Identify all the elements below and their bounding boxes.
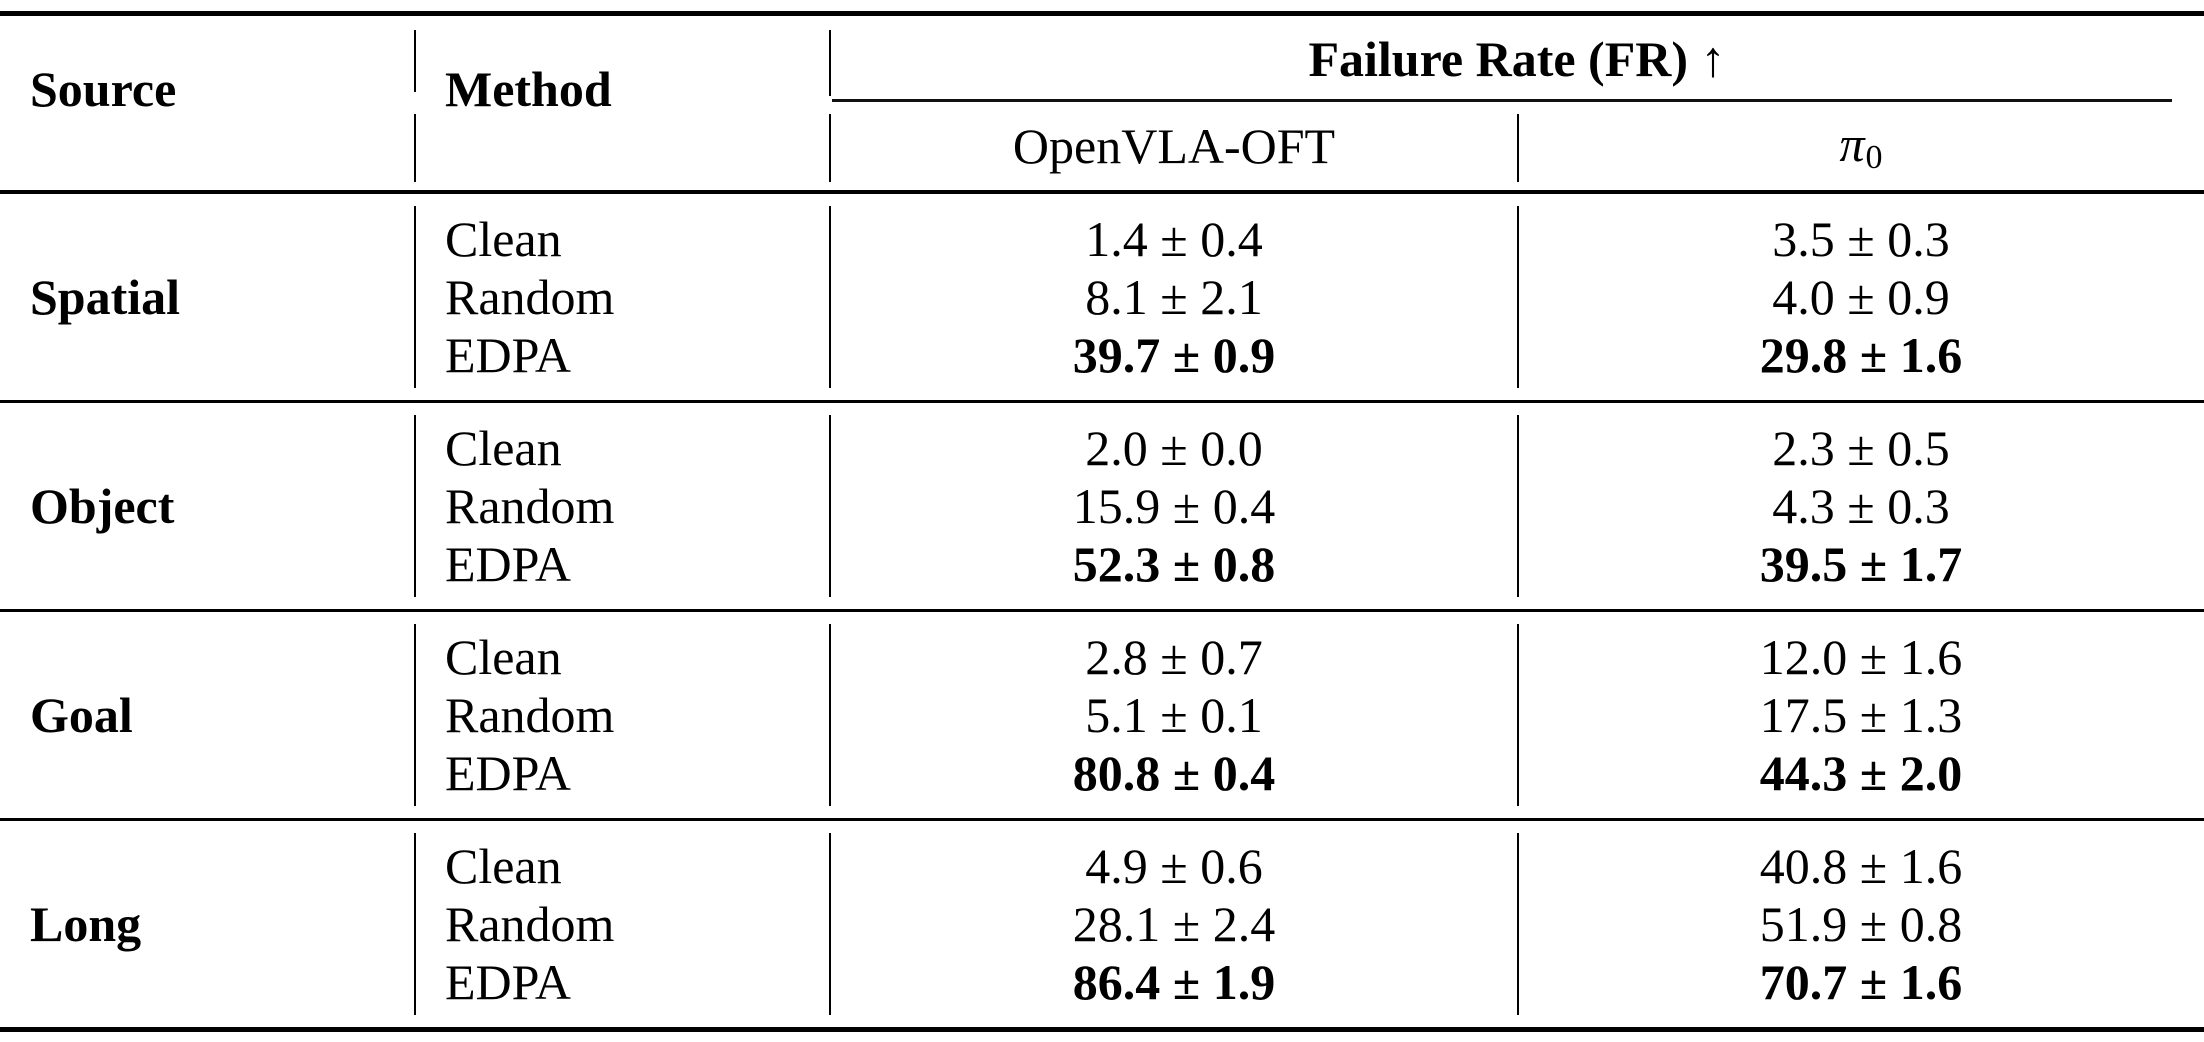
value-cell: 5.1 ± 0.1 (1085, 687, 1263, 743)
v-divider (414, 624, 416, 806)
method-cell: Random (445, 269, 615, 325)
col-header-openvla-oft: OpenVLA-OFT (830, 102, 1518, 190)
section-object: Object Clean Random EDPA 2.0 ± 0.0 15.9 … (0, 403, 2204, 609)
method-column: Clean Random EDPA (415, 821, 830, 1027)
value-cell: 28.1 ± 2.4 (1072, 896, 1276, 952)
openvla-oft-values: 2.8 ± 0.7 5.1 ± 0.1 80.8 ± 0.4 (830, 612, 1518, 818)
failure-rate-group-underline (832, 99, 2172, 102)
openvla-oft-label: OpenVLA-OFT (1012, 118, 1336, 174)
source-label: Goal (30, 687, 133, 743)
v-divider (414, 206, 416, 388)
v-divider (829, 415, 831, 597)
value-cell: 40.8 ± 1.6 (1759, 838, 1963, 894)
v-divider (414, 30, 416, 92)
v-divider (1517, 415, 1519, 597)
header-bottom-rule (0, 190, 2204, 194)
section-divider-goal-long (0, 818, 2204, 821)
method-column: Clean Random EDPA (415, 612, 830, 818)
pi0-values: 40.8 ± 1.6 51.9 ± 0.8 70.7 ± 1.6 (1518, 821, 2204, 1027)
value-cell: 4.0 ± 0.9 (1772, 269, 1950, 325)
method-column: Clean Random EDPA (415, 194, 830, 400)
col-header-method-label: Method (445, 61, 612, 117)
v-divider (829, 206, 831, 388)
v-divider (829, 30, 831, 96)
v-divider (1517, 206, 1519, 388)
openvla-oft-values: 2.0 ± 0.0 15.9 ± 0.4 52.3 ± 0.8 (830, 403, 1518, 609)
col-header-source: Source (0, 16, 415, 190)
method-cell: EDPA (445, 327, 571, 383)
v-divider (1517, 833, 1519, 1015)
value-cell-best: 80.8 ± 0.4 (1072, 745, 1276, 801)
value-cell-best: 39.7 ± 0.9 (1072, 327, 1276, 383)
value-cell-best: 44.3 ± 2.0 (1759, 745, 1963, 801)
table-header: Source Method Failure Rate (FR) ↑ OpenVL… (0, 16, 2204, 190)
pi0-label: π0 (1839, 115, 1882, 176)
value-cell-best: 70.7 ± 1.6 (1759, 954, 1963, 1010)
v-divider (829, 114, 831, 182)
pi-symbol: π (1839, 116, 1865, 173)
method-cell: Clean (445, 211, 562, 267)
v-divider (1517, 114, 1519, 182)
value-cell: 2.3 ± 0.5 (1772, 420, 1950, 476)
value-cell: 51.9 ± 0.8 (1759, 896, 1963, 952)
value-cell: 3.5 ± 0.3 (1772, 211, 1950, 267)
failure-rate-label: Failure Rate (FR) ↑ (1308, 31, 1726, 87)
section-divider-object-goal (0, 609, 2204, 612)
source-label: Long (30, 896, 142, 952)
col-header-source-label: Source (30, 61, 177, 117)
value-cell: 2.8 ± 0.7 (1085, 629, 1263, 685)
value-cell-best: 29.8 ± 1.6 (1759, 327, 1963, 383)
section-spatial: Spatial Clean Random EDPA 1.4 ± 0.4 8.1 … (0, 194, 2204, 400)
method-cell: Random (445, 687, 615, 743)
value-cell: 12.0 ± 1.6 (1759, 629, 1963, 685)
method-cell: EDPA (445, 745, 571, 801)
section-long: Long Clean Random EDPA 4.9 ± 0.6 28.1 ± … (0, 821, 2204, 1027)
section-goal: Goal Clean Random EDPA 2.8 ± 0.7 5.1 ± 0… (0, 612, 2204, 818)
section-divider-spatial-object (0, 400, 2204, 403)
method-column: Clean Random EDPA (415, 403, 830, 609)
value-cell: 15.9 ± 0.4 (1072, 478, 1276, 534)
method-cell: Clean (445, 838, 562, 894)
v-divider (414, 415, 416, 597)
top-rule (0, 11, 2204, 16)
value-cell: 8.1 ± 2.1 (1085, 269, 1263, 325)
value-cell: 2.0 ± 0.0 (1085, 420, 1263, 476)
method-cell: EDPA (445, 536, 571, 592)
v-divider (414, 833, 416, 1015)
value-cell-best: 39.5 ± 1.7 (1759, 536, 1963, 592)
bottom-rule (0, 1027, 2204, 1032)
col-header-failure-rate-group: Failure Rate (FR) ↑ (830, 16, 2204, 102)
v-divider (829, 833, 831, 1015)
method-cell: Clean (445, 629, 562, 685)
method-cell: Random (445, 896, 615, 952)
value-cell-best: 86.4 ± 1.9 (1072, 954, 1276, 1010)
pi0-values: 12.0 ± 1.6 17.5 ± 1.3 44.3 ± 2.0 (1518, 612, 2204, 818)
value-cell: 17.5 ± 1.3 (1759, 687, 1963, 743)
method-cell: Random (445, 478, 615, 534)
col-header-method: Method (415, 16, 830, 190)
v-divider (414, 114, 416, 182)
value-cell: 4.9 ± 0.6 (1085, 838, 1263, 894)
source-label: Spatial (30, 269, 181, 325)
v-divider (1517, 624, 1519, 806)
method-cell: Clean (445, 420, 562, 476)
pi0-values: 2.3 ± 0.5 4.3 ± 0.3 39.5 ± 1.7 (1518, 403, 2204, 609)
openvla-oft-values: 1.4 ± 0.4 8.1 ± 2.1 39.7 ± 0.9 (830, 194, 1518, 400)
pi-subscript: 0 (1865, 138, 1883, 176)
pi0-values: 3.5 ± 0.3 4.0 ± 0.9 29.8 ± 1.6 (1518, 194, 2204, 400)
col-header-pi0: π0 (1518, 102, 2204, 190)
method-cell: EDPA (445, 954, 571, 1010)
source-label: Object (30, 478, 175, 534)
value-cell: 4.3 ± 0.3 (1772, 478, 1950, 534)
v-divider (829, 624, 831, 806)
value-cell-best: 52.3 ± 0.8 (1072, 536, 1276, 592)
openvla-oft-values: 4.9 ± 0.6 28.1 ± 2.4 86.4 ± 1.9 (830, 821, 1518, 1027)
value-cell: 1.4 ± 0.4 (1085, 211, 1263, 267)
